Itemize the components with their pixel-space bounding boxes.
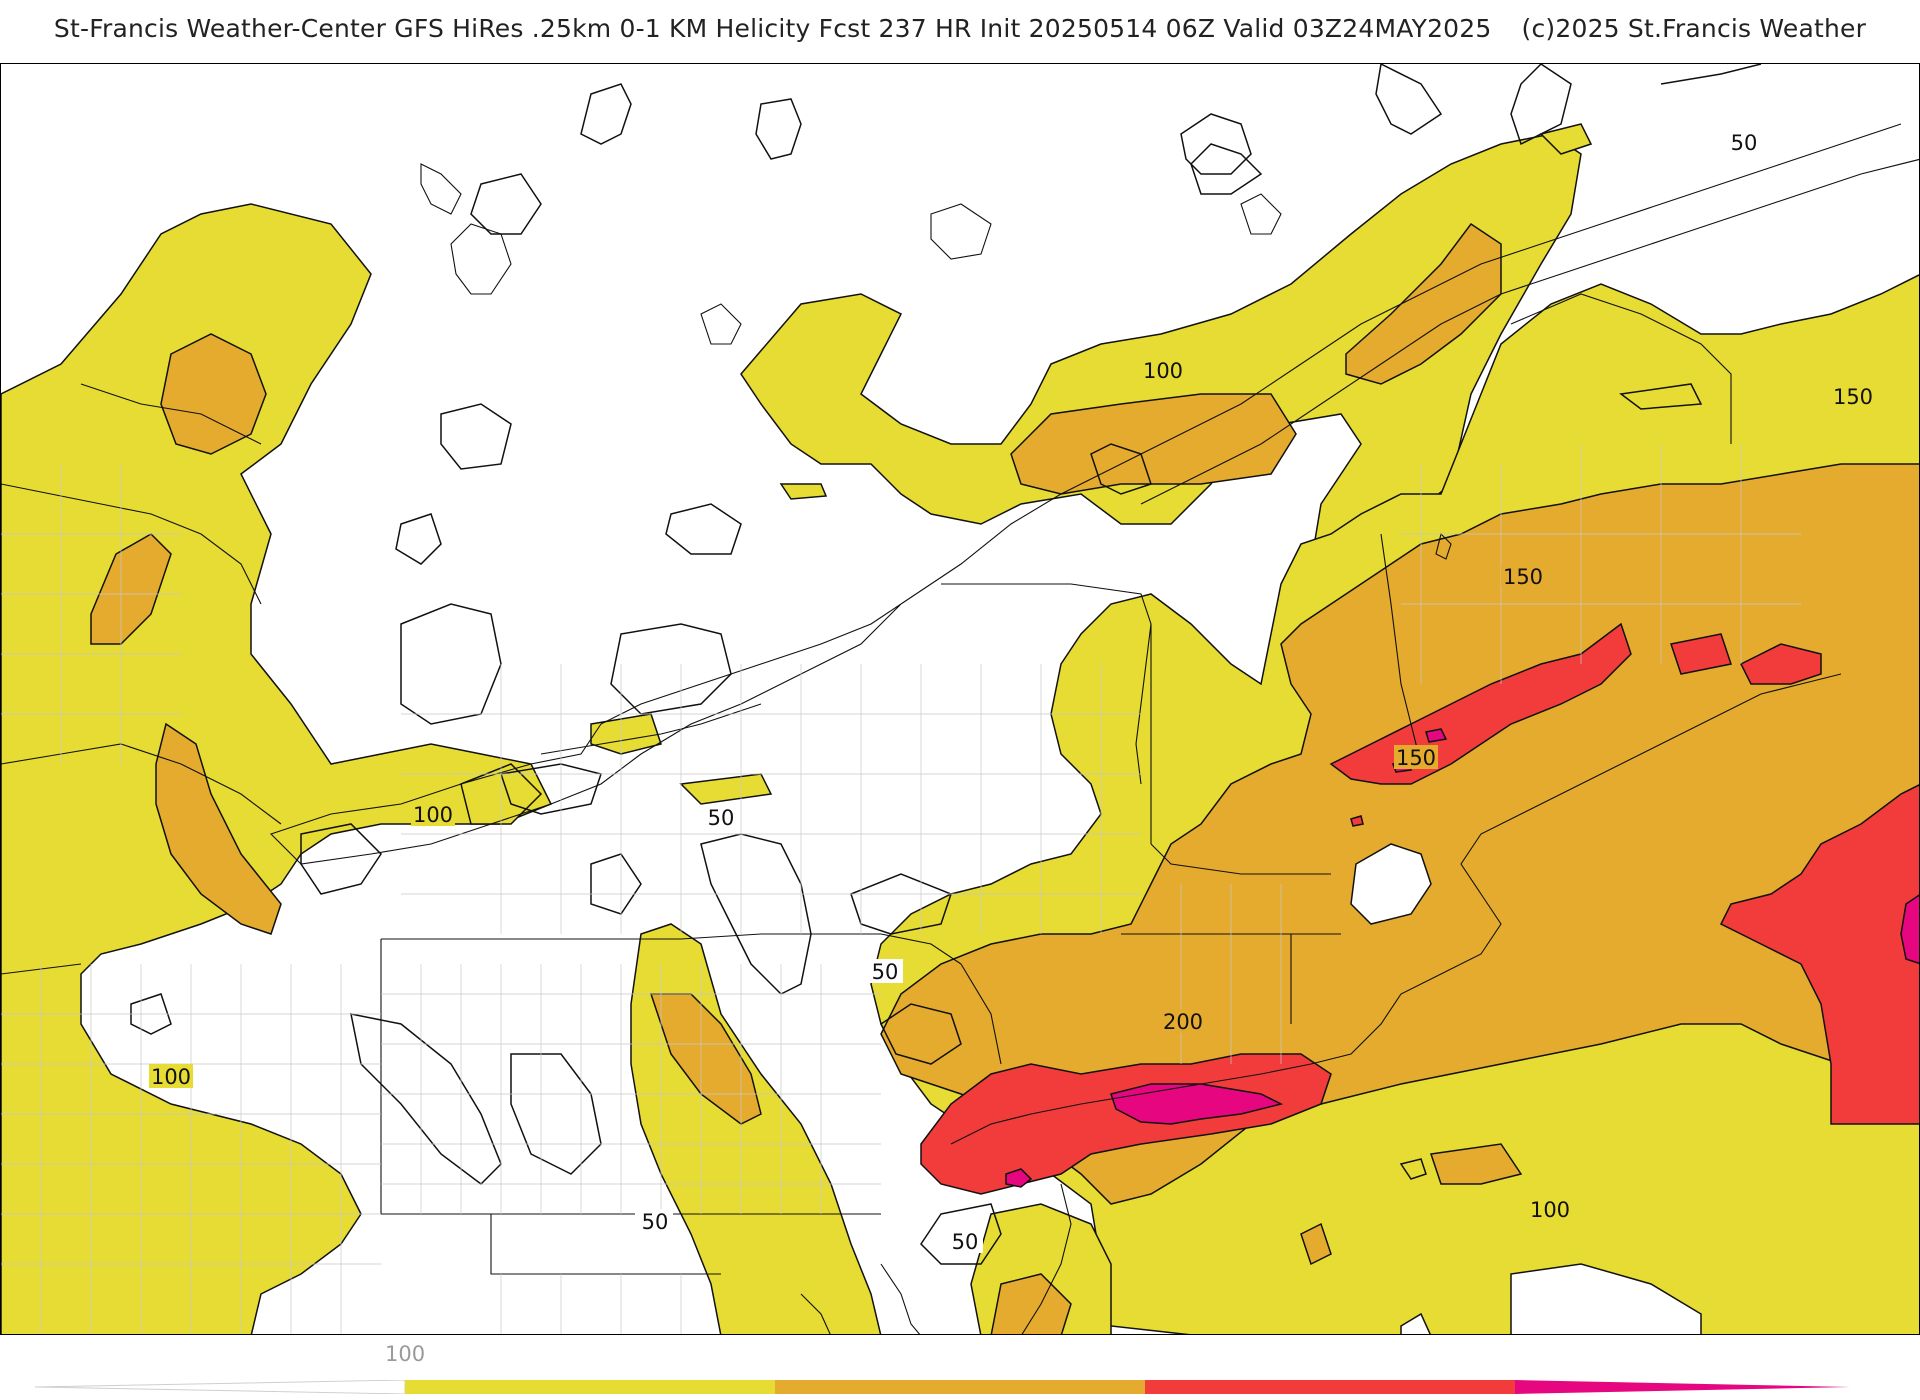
red-ne-small-1 [1670, 633, 1732, 675]
nj-coast [1021, 1183, 1072, 1334]
lakes-north-5 [1240, 193, 1282, 235]
contour-label: 100 [1143, 359, 1183, 383]
nh-me [1380, 533, 1422, 765]
lake-erie-shore [1, 743, 282, 825]
colorbar-low-triangle [35, 1380, 406, 1394]
lakes-north-1 [450, 223, 512, 295]
orange-west-1 [90, 533, 172, 645]
lake-champlain [1135, 623, 1152, 785]
ny-ne [941, 583, 1152, 844]
contour-label: 150 [1833, 385, 1873, 409]
white-pocket-3 [1400, 1312, 1431, 1334]
label-bg-9 [149, 1064, 193, 1088]
label-bg-8 [945, 1229, 983, 1253]
label-bg-1 [1141, 358, 1185, 382]
white-pocket-1 [1350, 843, 1432, 925]
label-bg-7 [865, 959, 903, 983]
yellow-west [1, 203, 553, 1334]
magenta-east [1900, 894, 1919, 965]
magenta-long-island [1110, 1083, 1284, 1125]
colorbar-high-triangle [1515, 1380, 1850, 1394]
yellow-small-3 [779, 483, 828, 500]
coastlines [1, 123, 1919, 1334]
colorbar-seg-orange [775, 1380, 1145, 1394]
label-bg-4 [701, 805, 739, 829]
georgian-bay [80, 383, 262, 445]
contour-labels: 50 100 150 200 50 100 150 50 50 100 100 … [149, 130, 1875, 1254]
label-bg-10 [1528, 1197, 1572, 1221]
orange-south-2 [1300, 1222, 1332, 1266]
east-coast [950, 673, 1842, 1145]
yellow-small-4 [1539, 123, 1593, 155]
red-ne [1329, 622, 1632, 785]
md-border [490, 1214, 721, 1275]
lakes-north-4 [420, 163, 462, 215]
delaware-bay [880, 1263, 921, 1334]
lakes-north-6 [1435, 532, 1452, 560]
white-pockets [1350, 843, 1702, 1334]
me-canada [1510, 293, 1732, 444]
label-bg-6 [1501, 564, 1545, 588]
map-canvas: 50 100 150 200 50 100 150 50 50 100 100 … [1, 64, 1919, 1334]
yellow-small-5 [1619, 383, 1703, 410]
orange-west-2 [155, 722, 282, 935]
nj-border [960, 963, 1002, 1065]
contour-label: 50 [642, 1210, 669, 1234]
county-lines [1, 444, 1801, 1334]
yellow-small-1 [590, 713, 662, 755]
lakes-north-3 [700, 303, 742, 345]
band-150-200 [90, 222, 1919, 1334]
contour-label: 50 [952, 1230, 979, 1254]
label-bg-3 [1161, 1009, 1205, 1033]
chesapeake [800, 1293, 831, 1334]
colorbar-seg-yellow [405, 1380, 775, 1394]
red-east [1719, 784, 1919, 1125]
vt-nh [1150, 843, 1331, 875]
red-ne-small-2 [1739, 643, 1822, 685]
label-bg-11 [1394, 745, 1438, 769]
colorbar-tick-label: 100 [385, 1342, 426, 1366]
helicity-map[interactable]: 50 100 150 200 50 100 150 50 50 100 100 … [0, 63, 1920, 1335]
orange-nw [160, 333, 267, 455]
ny-pa-border [381, 933, 962, 965]
yellow-small-2 [679, 773, 773, 805]
title-text: St-Francis Weather-Center GFS HiRes .25k… [53, 14, 1492, 43]
map-title: St-Francis Weather-Center GFS HiRes .25k… [0, 14, 1920, 43]
contour-label: 50 [708, 806, 735, 830]
colorbar [35, 1380, 1850, 1394]
st-lawrence [900, 123, 1902, 605]
ny-ontario-line [540, 703, 762, 755]
contour-label: 100 [1530, 1198, 1570, 1222]
orange-north [1010, 393, 1297, 495]
label-bg-12 [635, 1209, 673, 1233]
label-bg-0 [1724, 130, 1762, 154]
st-lawrence-south [1140, 158, 1919, 505]
white-pocket-2 [1510, 1263, 1702, 1334]
lakes-north-2 [930, 203, 992, 260]
yellow-north [740, 133, 1582, 575]
orange-southeast-patch [1430, 1143, 1523, 1185]
label-bg-2 [1831, 384, 1875, 408]
contour-label: 200 [1163, 1010, 1203, 1034]
contour-label: 150 [1396, 746, 1436, 770]
contour-label: 50 [1731, 131, 1758, 155]
yellow-south-strip [630, 923, 882, 1334]
magenta-nj [1005, 1168, 1033, 1188]
magenta-ne-1 [1425, 728, 1448, 743]
copyright-text: (c)2025 St.Francis Weather [1521, 14, 1867, 43]
lake-huron [1, 483, 262, 605]
contour-label: 150 [1503, 565, 1543, 589]
orange-south-1 [990, 1273, 1072, 1334]
colorbar-seg-red [1145, 1380, 1515, 1394]
contour-label: 100 [151, 1065, 191, 1089]
red-dot [1350, 815, 1364, 827]
contour-label: 100 [413, 803, 453, 827]
label-bg-5 [411, 802, 455, 826]
contour-label: 50 [872, 960, 899, 984]
